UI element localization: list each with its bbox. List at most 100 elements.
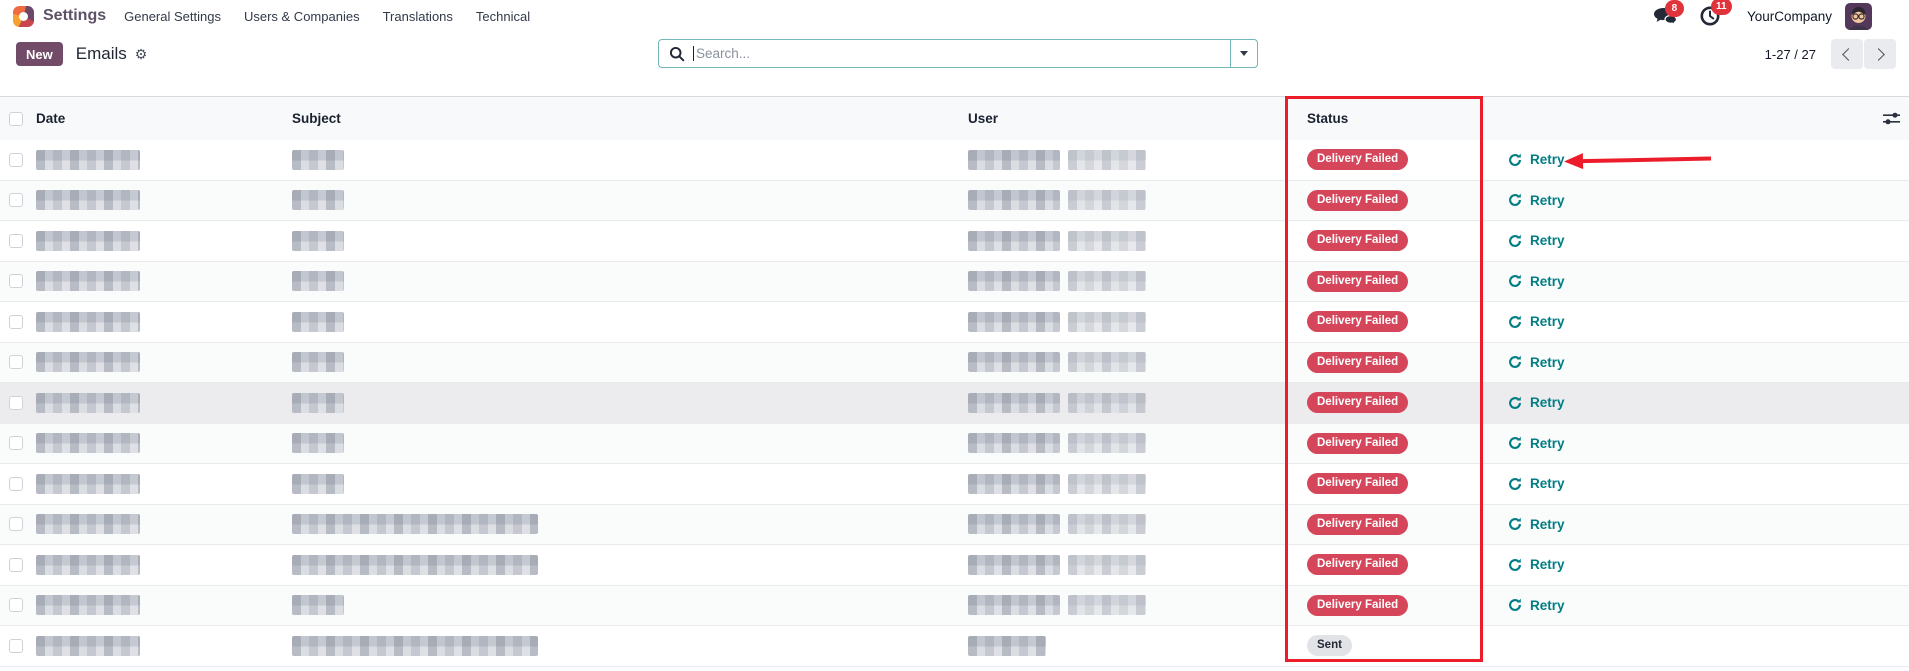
blurred-date (36, 230, 140, 251)
pager-next-button[interactable] (1864, 39, 1896, 69)
activities-badge: 11 (1710, 0, 1732, 15)
status-badge: Delivery Failed (1307, 594, 1409, 616)
pager-previous-button[interactable] (1831, 39, 1863, 69)
table-row[interactable]: Delivery Failed Retry (0, 261, 1909, 302)
app-menu: General Settings Users & Companies Trans… (124, 9, 530, 24)
retry-label: Retry (1530, 314, 1565, 330)
retry-button[interactable]: Retry (1508, 152, 1565, 167)
refresh-icon (1509, 274, 1521, 288)
blurred-subject (292, 230, 344, 251)
control-panel: New Emails ⚙ 1-27 / 27 (0, 32, 1909, 76)
column-header-date[interactable]: Date (36, 111, 66, 126)
row-checkbox[interactable] (9, 274, 23, 289)
status-badge: Delivery Failed (1307, 230, 1409, 252)
refresh-icon (1509, 477, 1521, 490)
table-row[interactable]: Delivery Failed Retry (0, 464, 1909, 505)
refresh-icon (1509, 153, 1521, 166)
row-checkbox[interactable] (9, 152, 23, 167)
blurred-user (968, 545, 1285, 585)
blurred-date (36, 149, 140, 170)
status-badge: Delivery Failed (1307, 432, 1409, 454)
table-row[interactable]: Delivery Failed Retry (0, 545, 1909, 586)
blurred-user (968, 262, 1285, 302)
chevron-down-icon (1240, 51, 1248, 56)
table-row[interactable]: Delivery Failed Retry (0, 585, 1909, 626)
adjust-columns-icon[interactable] (1882, 111, 1901, 126)
row-checkbox[interactable] (9, 638, 23, 653)
nav-item-general-settings[interactable]: General Settings (124, 8, 221, 24)
table-row[interactable]: Sent (0, 626, 1909, 667)
blurred-date (36, 352, 140, 373)
row-checkbox[interactable] (9, 395, 23, 410)
table-row[interactable]: Delivery Failed Retry (0, 342, 1909, 383)
blurred-date (36, 554, 140, 575)
table-row[interactable]: Delivery Failed Retry (0, 180, 1909, 221)
row-checkbox[interactable] (9, 517, 23, 532)
status-badge: Delivery Failed (1307, 351, 1409, 373)
retry-button[interactable]: Retry (1508, 193, 1565, 208)
blurred-date (36, 635, 140, 656)
column-header-user[interactable]: User (968, 111, 999, 126)
refresh-icon (1509, 234, 1521, 247)
row-checkbox[interactable] (9, 314, 23, 329)
blurred-date (36, 473, 140, 494)
gear-icon[interactable]: ⚙ (134, 46, 148, 62)
blurred-user (968, 424, 1285, 464)
retry-button[interactable]: Retry (1508, 598, 1565, 613)
row-checkbox[interactable] (9, 355, 23, 370)
refresh-icon (1509, 436, 1521, 450)
blurred-subject (292, 514, 538, 535)
blurred-user (968, 221, 1285, 261)
company-name[interactable]: YourCompany (1746, 8, 1832, 24)
row-checkbox[interactable] (9, 233, 23, 248)
nav-item-technical[interactable]: Technical (475, 8, 531, 24)
blurred-subject (292, 149, 344, 170)
table-row[interactable]: Delivery Failed Retry (0, 504, 1909, 545)
row-checkbox[interactable] (9, 436, 23, 451)
search-icon (669, 46, 685, 61)
refresh-icon (1509, 315, 1521, 328)
search-dropdown-toggle[interactable] (1230, 40, 1257, 67)
blurred-subject (292, 473, 344, 494)
activities-icon[interactable]: 11 (1699, 0, 1732, 27)
retry-button[interactable]: Retry (1508, 395, 1565, 410)
app-name[interactable]: Settings (43, 7, 107, 24)
table-row[interactable]: Delivery Failed Retry (0, 140, 1909, 181)
search-input[interactable] (694, 46, 1230, 61)
new-button[interactable]: New (16, 42, 63, 66)
retry-button[interactable]: Retry (1508, 233, 1565, 248)
retry-button[interactable]: Retry (1508, 274, 1565, 289)
blurred-subject (292, 433, 344, 454)
table-row[interactable]: Delivery Failed Retry (0, 423, 1909, 464)
retry-button[interactable]: Retry (1508, 517, 1565, 532)
blurred-date (36, 595, 140, 616)
settings-app-icon[interactable] (13, 5, 34, 27)
row-checkbox[interactable] (9, 557, 23, 572)
row-checkbox[interactable] (9, 476, 23, 491)
column-header-subject[interactable]: Subject (292, 111, 341, 126)
retry-button[interactable]: Retry (1508, 436, 1565, 451)
retry-button[interactable]: Retry (1508, 557, 1565, 572)
table-row[interactable]: Delivery Failed Retry (0, 302, 1909, 343)
retry-label: Retry (1530, 354, 1565, 370)
clock-icon (1700, 6, 1720, 26)
status-badge: Delivery Failed (1307, 270, 1409, 292)
retry-button[interactable]: Retry (1508, 476, 1565, 491)
blurred-subject (292, 311, 344, 332)
messages-icon[interactable]: 8 (1653, 0, 1684, 26)
retry-label: Retry (1530, 435, 1565, 451)
nav-item-users-companies[interactable]: Users & Companies (243, 8, 360, 24)
nav-item-translations[interactable]: Translations (382, 8, 453, 24)
table-row[interactable]: Delivery Failed Retry (0, 383, 1909, 424)
retry-button[interactable]: Retry (1508, 355, 1565, 370)
blurred-subject (292, 271, 344, 292)
user-avatar[interactable] (1845, 2, 1872, 30)
refresh-icon (1509, 396, 1521, 409)
search-box[interactable] (658, 39, 1258, 68)
column-header-status[interactable]: Status (1307, 111, 1349, 126)
select-all-checkbox[interactable] (9, 111, 23, 126)
table-row[interactable]: Delivery Failed Retry (0, 221, 1909, 262)
row-checkbox[interactable] (9, 598, 23, 613)
row-checkbox[interactable] (9, 193, 23, 208)
retry-button[interactable]: Retry (1508, 314, 1565, 329)
